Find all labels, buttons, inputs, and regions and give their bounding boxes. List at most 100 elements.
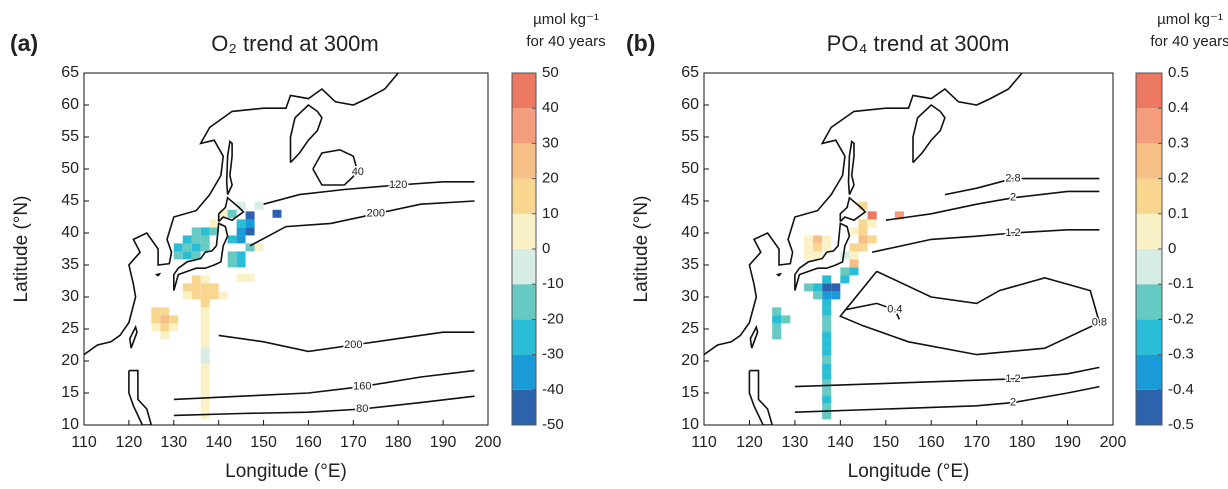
trend-cell <box>227 251 237 260</box>
trend-cell <box>191 275 201 284</box>
trend-cell <box>822 411 832 420</box>
trend-cell <box>803 251 814 260</box>
trend-cell <box>191 243 201 252</box>
trend-cell <box>849 243 859 252</box>
contour-label: 200 <box>344 339 362 351</box>
coastline <box>775 272 783 277</box>
plot-frame <box>83 72 489 426</box>
contour-line <box>173 369 475 401</box>
trend-cell <box>867 219 877 228</box>
y-tick-label: 50 <box>681 160 699 177</box>
colorbar-tick-label: -40 <box>542 381 564 398</box>
trend-cell <box>218 209 228 218</box>
trend-cell <box>822 331 832 340</box>
trend-cell <box>191 235 201 244</box>
colorbar-bin <box>512 178 536 214</box>
y-tick-label: 30 <box>61 288 79 305</box>
trend-cell <box>236 259 246 268</box>
plot-frame <box>703 72 1114 426</box>
y-tick-label: 45 <box>61 192 79 209</box>
trend-cell <box>182 251 192 260</box>
trend-cell <box>822 243 832 252</box>
contour-label: 200 <box>367 208 385 220</box>
y-tick-label: 10 <box>61 416 79 433</box>
x-tick-label: 150 <box>872 434 899 451</box>
trend-cell <box>160 307 170 316</box>
trend-cell <box>236 235 246 244</box>
trend-cell <box>858 235 868 244</box>
contour-label: 40 <box>352 166 364 178</box>
colorbar-title: µmol kg⁻¹ <box>1157 11 1223 28</box>
colorbar-bin <box>1136 73 1162 109</box>
trend-cell <box>200 395 210 404</box>
trend-cell <box>245 219 255 228</box>
trend-cell <box>200 315 210 324</box>
x-axis-label: Longitude (°E) <box>225 461 347 482</box>
trend-cell <box>849 267 859 276</box>
coastline <box>217 196 245 223</box>
trend-cell <box>200 363 210 372</box>
colorbar-tick-label: 0.4 <box>1168 99 1189 116</box>
trend-cell <box>822 371 832 380</box>
contour-label: 0.8 <box>1092 317 1107 329</box>
y-tick-label: 65 <box>61 64 79 81</box>
trend-cell <box>191 283 201 292</box>
trend-cell <box>822 315 832 324</box>
y-tick-label: 15 <box>681 384 699 401</box>
x-tick-label: 110 <box>71 434 97 451</box>
trend-cell <box>822 387 832 396</box>
trend-cell <box>254 243 264 252</box>
trend-cell <box>200 235 210 244</box>
trend-cell <box>169 323 179 332</box>
contour-label: 80 <box>356 403 368 415</box>
y-tick-label: 30 <box>681 288 699 305</box>
trend-cell <box>772 315 782 324</box>
trend-cell <box>858 227 868 236</box>
y-tick-label: 55 <box>61 128 79 145</box>
colorbar-tick-label: 50 <box>542 64 559 81</box>
trend-cell <box>173 243 183 252</box>
colorbar-bin <box>512 143 536 179</box>
trend-cell <box>173 251 183 260</box>
x-axis-label: Longitude (°E) <box>848 461 970 482</box>
panel-title: PO₄ trend at 300m <box>827 31 1010 56</box>
colorbar-bin <box>512 319 536 355</box>
colorbar-tick-label: -0.5 <box>1168 416 1194 433</box>
trend-cell <box>236 273 246 282</box>
colorbar-title: for 40 years <box>526 33 605 50</box>
trend-cell <box>182 291 192 300</box>
trend-cell <box>200 347 210 356</box>
x-tick-label: 180 <box>1009 434 1036 451</box>
trend-cell <box>200 307 210 316</box>
colorbar-bin <box>512 249 536 285</box>
contour-label: 2.8 <box>1005 173 1020 185</box>
trend-cell <box>160 331 170 340</box>
colorbar-tick-label: 20 <box>542 170 559 187</box>
trend-cell <box>245 243 255 252</box>
trend-cell <box>169 315 179 324</box>
y-tick-label: 25 <box>681 320 699 337</box>
trend-cell <box>822 291 832 300</box>
trend-cell <box>236 227 246 236</box>
trend-cell <box>236 201 246 210</box>
trend-cell <box>822 347 832 356</box>
x-tick-label: 160 <box>918 434 945 451</box>
coastline <box>155 272 162 277</box>
trend-cell <box>182 283 192 292</box>
coastline <box>289 103 323 164</box>
y-tick-label: 15 <box>61 384 79 401</box>
y-tick-label: 55 <box>681 128 699 145</box>
trend-cell <box>200 331 210 340</box>
contour-label: 2 <box>1010 397 1016 409</box>
trend-cell <box>151 323 161 332</box>
trend-cell <box>849 251 859 260</box>
trend-cell <box>894 211 904 220</box>
colorbar-bin <box>1136 319 1162 355</box>
x-tick-label: 130 <box>160 434 187 451</box>
trend-cell <box>209 219 219 228</box>
trend-cell <box>849 259 859 268</box>
trend-cell <box>822 283 832 292</box>
trend-cell <box>822 235 832 244</box>
trend-cell <box>200 379 210 388</box>
